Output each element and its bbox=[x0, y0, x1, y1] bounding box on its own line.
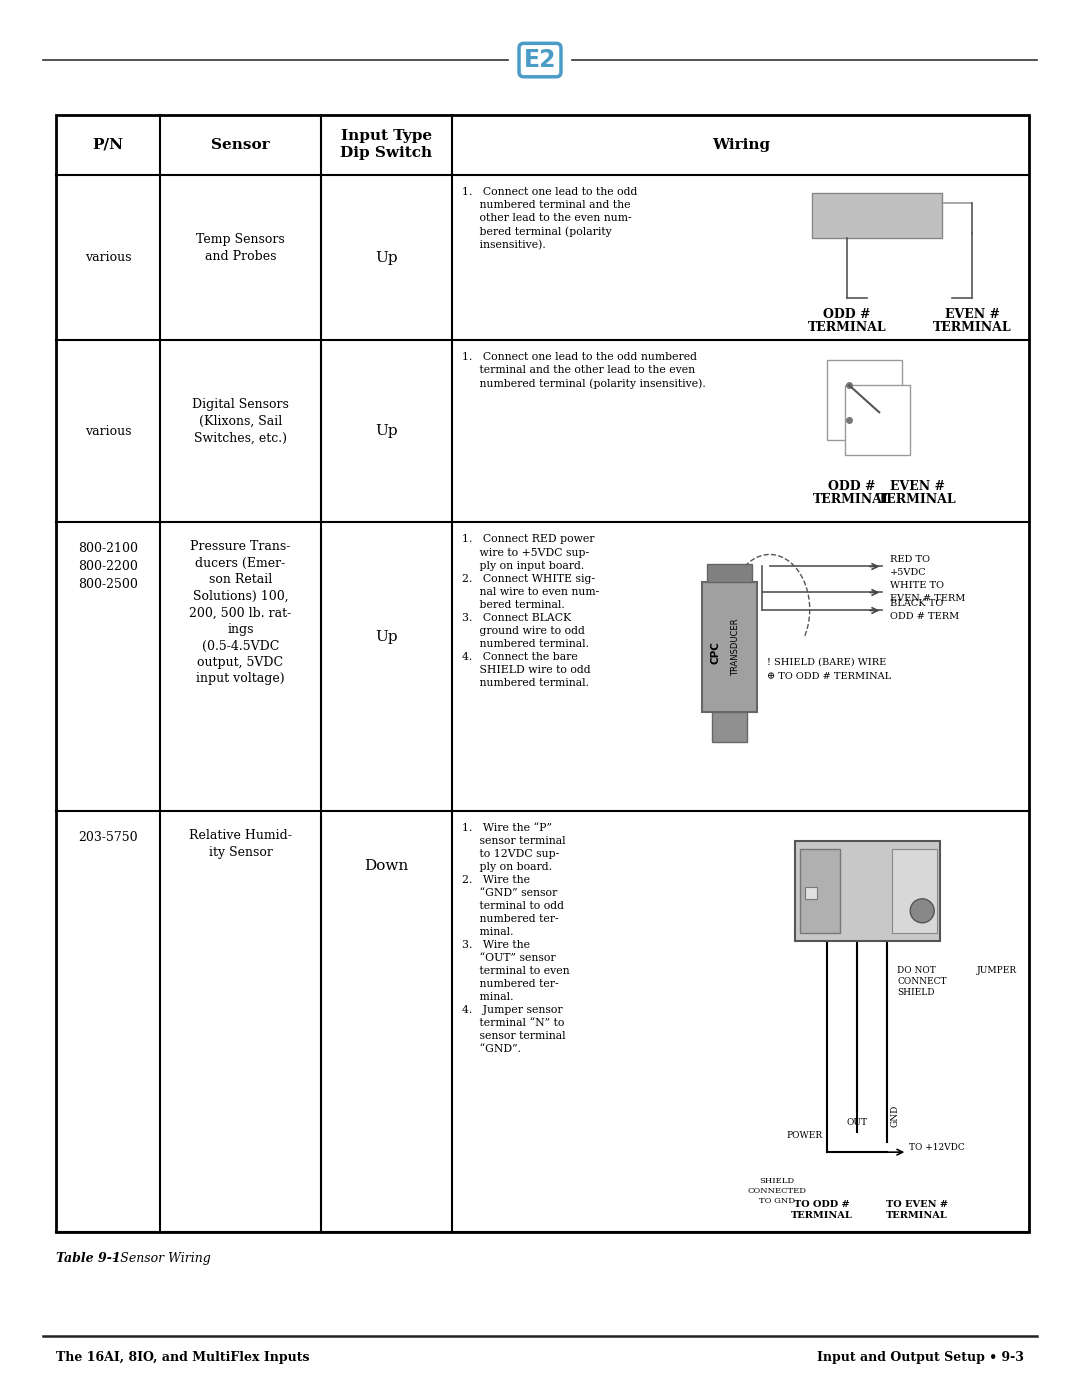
Text: Wiring: Wiring bbox=[712, 138, 770, 152]
Text: EVEN # TERM: EVEN # TERM bbox=[890, 594, 966, 604]
Circle shape bbox=[910, 898, 934, 923]
Text: Up: Up bbox=[375, 250, 397, 264]
Text: Sensor: Sensor bbox=[212, 138, 270, 152]
Text: TRANSDUCER: TRANSDUCER bbox=[731, 619, 740, 676]
Text: GND: GND bbox=[890, 1105, 900, 1127]
Text: Up: Up bbox=[375, 425, 397, 439]
Text: GND: GND bbox=[845, 888, 862, 897]
Text: Temp Sensors
and Probes: Temp Sensors and Probes bbox=[197, 233, 285, 263]
Text: ⊕ TO ODD # TERMINAL: ⊕ TO ODD # TERMINAL bbox=[767, 672, 891, 680]
Bar bbox=[56, 115, 1029, 1232]
Text: TO ODD #
TERMINAL: TO ODD # TERMINAL bbox=[792, 1200, 853, 1220]
Bar bbox=[805, 887, 816, 898]
Text: BLACK TO: BLACK TO bbox=[890, 599, 944, 608]
Text: GND: GND bbox=[919, 888, 936, 897]
Text: various: various bbox=[85, 425, 132, 437]
Text: JUMPER: JUMPER bbox=[977, 965, 1017, 975]
Text: 1.   Connect one lead to the odd
     numbered terminal and the
     other lead : 1. Connect one lead to the odd numbered … bbox=[462, 187, 637, 250]
Text: ! SHIELD (BARE) WIRE: ! SHIELD (BARE) WIRE bbox=[767, 658, 887, 666]
Text: SHIELD
CONNECTED
TO GND: SHIELD CONNECTED TO GND bbox=[747, 1178, 807, 1204]
Text: EVEN #: EVEN # bbox=[890, 481, 945, 493]
Text: OUT: OUT bbox=[845, 904, 861, 912]
Bar bbox=[846, 386, 910, 455]
Bar bbox=[795, 841, 940, 940]
Text: TO EVEN #
TERMINAL: TO EVEN # TERMINAL bbox=[887, 1200, 948, 1220]
Text: 800-2100
800-2200
800-2500: 800-2100 800-2200 800-2500 bbox=[78, 542, 138, 591]
Text: POWER: POWER bbox=[786, 1132, 822, 1140]
Text: TO +12VDC: TO +12VDC bbox=[909, 1143, 964, 1151]
Text: TERMINAL: TERMINAL bbox=[933, 321, 1012, 334]
Text: 1.   Wire the “P”
     sensor terminal
     to 12VDC sup-
     ply on board.
2. : 1. Wire the “P” sensor terminal to 12VDC… bbox=[462, 823, 570, 1055]
Text: POWER: POWER bbox=[845, 858, 873, 868]
Text: GND: GND bbox=[845, 873, 862, 883]
Text: CPC: CPC bbox=[711, 641, 721, 664]
Text: WHITE TO: WHITE TO bbox=[890, 581, 944, 590]
Text: TERMINAL: TERMINAL bbox=[808, 321, 887, 334]
Text: P/N: P/N bbox=[93, 138, 124, 152]
Text: Input and Output Setup • 9-3: Input and Output Setup • 9-3 bbox=[816, 1351, 1024, 1363]
Text: EVEN #: EVEN # bbox=[945, 307, 1000, 321]
Bar bbox=[892, 849, 937, 933]
Text: TERMINAL: TERMINAL bbox=[878, 493, 957, 507]
Text: OUT: OUT bbox=[919, 904, 935, 912]
Text: Table 9-1: Table 9-1 bbox=[56, 1252, 121, 1266]
Text: P: P bbox=[919, 858, 923, 868]
Bar bbox=[799, 849, 840, 933]
Text: Pressure Trans-
ducers (Emer-
son Retail
Solutions) 100,
200, 500 lb. rat-
ings
: Pressure Trans- ducers (Emer- son Retail… bbox=[189, 541, 292, 686]
Text: TERMINAL: TERMINAL bbox=[813, 493, 891, 507]
Text: Digital Sensors
(Klixons, Sail
Switches, etc.): Digital Sensors (Klixons, Sail Switches,… bbox=[192, 398, 289, 444]
Bar bbox=[702, 583, 757, 712]
Text: various: various bbox=[85, 251, 132, 264]
Text: The 16AI, 8IO, and MultiFlex Inputs: The 16AI, 8IO, and MultiFlex Inputs bbox=[56, 1351, 310, 1363]
Text: 1.   Connect one lead to the odd numbered
     terminal and the other lead to th: 1. Connect one lead to the odd numbered … bbox=[462, 352, 706, 390]
Text: Relative Humid-
ity Sensor: Relative Humid- ity Sensor bbox=[189, 828, 292, 859]
Bar bbox=[712, 712, 747, 742]
Text: Up: Up bbox=[375, 630, 397, 644]
Text: Input Type
Dip Switch: Input Type Dip Switch bbox=[340, 129, 433, 161]
Bar bbox=[707, 564, 752, 583]
Text: - Sensor Wiring: - Sensor Wiring bbox=[108, 1252, 211, 1266]
Text: 203-5750: 203-5750 bbox=[79, 831, 138, 844]
Text: N: N bbox=[919, 873, 924, 883]
Text: OUT: OUT bbox=[847, 1118, 867, 1127]
Text: ODD #: ODD # bbox=[828, 481, 876, 493]
Bar bbox=[812, 193, 942, 237]
Text: +5VDC: +5VDC bbox=[890, 569, 927, 577]
Bar bbox=[827, 360, 902, 440]
Text: RED TO: RED TO bbox=[890, 555, 930, 564]
Text: DO NOT
CONNECT
SHIELD: DO NOT CONNECT SHIELD bbox=[897, 965, 947, 997]
Text: ODD #: ODD # bbox=[823, 307, 870, 321]
Text: Down: Down bbox=[364, 859, 408, 873]
Text: ODD # TERM: ODD # TERM bbox=[890, 612, 959, 622]
Text: 1.   Connect RED power
     wire to +5VDC sup-
     ply on input board.
2.   Con: 1. Connect RED power wire to +5VDC sup- … bbox=[462, 535, 599, 687]
Text: E2: E2 bbox=[524, 47, 556, 73]
